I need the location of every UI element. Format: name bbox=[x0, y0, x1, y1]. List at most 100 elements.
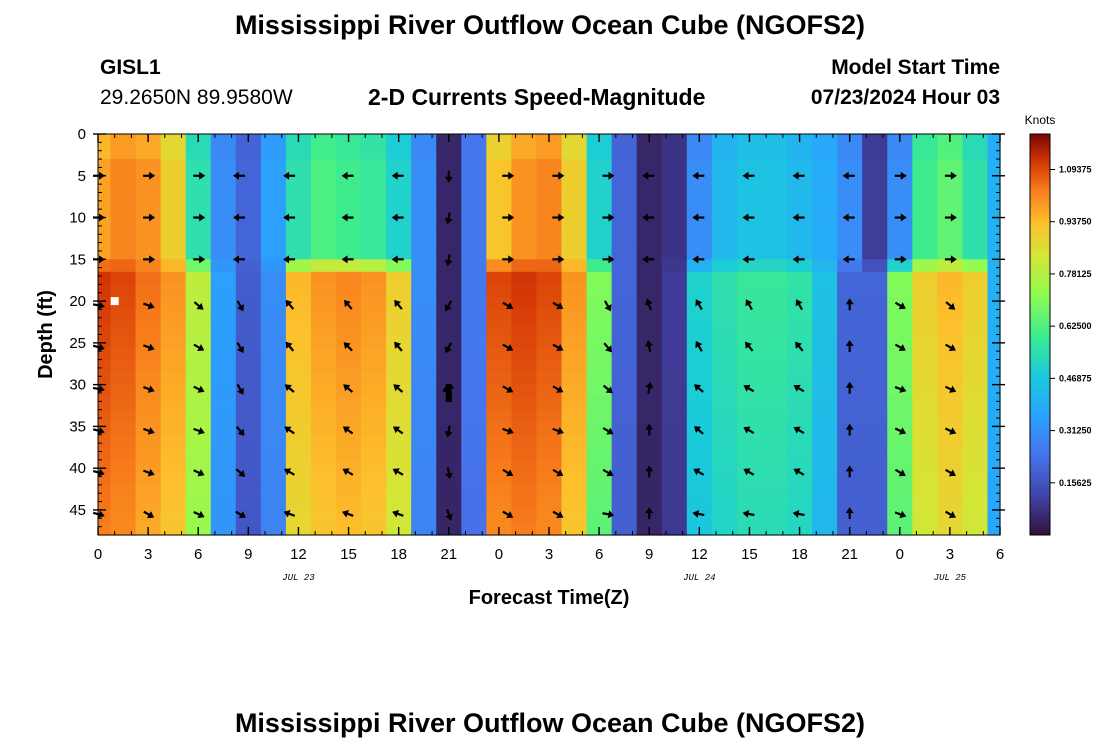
heatmap-cell bbox=[361, 209, 387, 223]
heatmap-cell bbox=[761, 246, 788, 260]
heatmap-cell bbox=[235, 384, 262, 398]
heatmap-cell bbox=[937, 196, 964, 210]
heatmap-cell bbox=[135, 246, 162, 260]
heatmap-cell bbox=[160, 271, 187, 285]
heatmap-cell bbox=[285, 271, 312, 285]
heatmap-cell bbox=[661, 196, 688, 210]
heatmap-cell bbox=[310, 171, 337, 185]
heatmap-cell bbox=[887, 422, 913, 436]
heatmap-cell bbox=[912, 209, 938, 223]
current-arrow bbox=[193, 171, 206, 180]
heatmap-cell bbox=[461, 234, 487, 248]
current-arrow bbox=[743, 384, 755, 393]
heatmap-cell bbox=[386, 284, 412, 298]
heatmap-cell bbox=[962, 434, 989, 448]
heatmap-cell bbox=[787, 472, 813, 486]
heatmap-cell bbox=[260, 397, 287, 411]
heatmap-cell bbox=[185, 196, 212, 210]
heatmap-cell bbox=[285, 221, 312, 235]
heatmap-cell bbox=[436, 372, 462, 386]
heatmap-cell bbox=[436, 184, 462, 198]
heatmap-cell bbox=[486, 321, 513, 336]
heatmap-cell bbox=[912, 497, 938, 511]
heatmap-cell bbox=[336, 271, 362, 285]
heatmap-cell bbox=[511, 459, 538, 473]
heatmap-cell bbox=[711, 397, 738, 411]
heatmap-cell bbox=[210, 221, 237, 235]
x-tick-label: 6 bbox=[194, 546, 202, 563]
heatmap-cell bbox=[386, 259, 412, 273]
heatmap-cell bbox=[987, 171, 1001, 185]
heatmap-cell bbox=[787, 221, 813, 235]
heatmap-cell bbox=[210, 271, 237, 285]
x-tick-label: 6 bbox=[996, 546, 1004, 563]
heatmap-cell bbox=[862, 447, 888, 461]
heatmap-cell bbox=[260, 334, 287, 348]
heatmap-cell bbox=[160, 359, 187, 373]
heatmap-cell bbox=[761, 196, 788, 210]
heatmap-cell bbox=[461, 384, 487, 398]
heatmap-cell bbox=[736, 234, 763, 248]
heatmap-cell bbox=[361, 309, 387, 323]
heatmap-cell bbox=[536, 246, 563, 260]
heatmap-cell bbox=[511, 497, 538, 511]
heatmap-cell bbox=[862, 171, 888, 185]
heatmap-cell bbox=[411, 171, 437, 185]
heatmap-cell bbox=[135, 459, 162, 473]
y-tick-label: 35 bbox=[69, 418, 86, 435]
heatmap-cell bbox=[110, 146, 137, 160]
heatmap-cell bbox=[937, 422, 964, 436]
heatmap-cell bbox=[210, 284, 237, 298]
heatmap-cell bbox=[611, 459, 638, 473]
heatmap-cell bbox=[686, 359, 713, 373]
heatmap-cell bbox=[761, 472, 788, 486]
heatmap-cell bbox=[686, 146, 713, 160]
current-arrow bbox=[342, 468, 354, 476]
heatmap-cell bbox=[110, 472, 137, 486]
heatmap-cell bbox=[812, 296, 838, 311]
heatmap-cell bbox=[336, 497, 362, 511]
heatmap-cell bbox=[260, 359, 287, 373]
heatmap-cell bbox=[661, 472, 688, 486]
current-arrow bbox=[894, 343, 906, 351]
heatmap-cell bbox=[987, 271, 1001, 285]
current-arrow bbox=[392, 510, 404, 518]
heatmap-cell bbox=[887, 484, 913, 499]
heatmap-cell bbox=[561, 359, 588, 373]
heatmap-cell bbox=[210, 259, 237, 273]
heatmap-cell bbox=[160, 347, 187, 361]
heatmap-cell bbox=[285, 334, 312, 348]
heatmap-cell bbox=[486, 284, 513, 298]
heatmap-cell bbox=[285, 171, 312, 185]
heatmap-cell bbox=[812, 209, 838, 223]
heatmap-cell bbox=[636, 171, 663, 185]
current-arrow bbox=[894, 385, 907, 393]
heatmap-cell bbox=[361, 234, 387, 248]
heatmap-cell bbox=[336, 234, 362, 248]
heatmap-cell bbox=[235, 459, 262, 473]
heatmap-cell bbox=[987, 497, 1001, 511]
heatmap-cell bbox=[98, 271, 112, 285]
heatmap-cell bbox=[135, 334, 162, 348]
heatmap-cell bbox=[486, 472, 513, 486]
heatmap-cell bbox=[486, 359, 513, 373]
current-arrow bbox=[232, 255, 245, 264]
heatmap-cell bbox=[561, 259, 588, 273]
heatmap-cell bbox=[386, 146, 412, 160]
heatmap-cell bbox=[336, 221, 362, 235]
heatmap-cell bbox=[661, 372, 688, 386]
y-tick-label: 30 bbox=[69, 377, 86, 394]
heatmap-cell bbox=[711, 509, 738, 524]
heatmap-cell bbox=[686, 171, 713, 185]
heatmap-cell bbox=[787, 321, 813, 336]
heatmap-cell bbox=[912, 459, 938, 473]
heatmap-cell bbox=[411, 284, 437, 298]
heatmap-cell bbox=[586, 472, 613, 486]
heatmap-cell bbox=[636, 372, 663, 386]
heatmap-cell bbox=[711, 134, 738, 148]
heatmap-cell bbox=[260, 309, 287, 323]
heatmap-cell bbox=[461, 359, 487, 373]
heatmap-cell bbox=[210, 347, 237, 361]
heatmap-cell bbox=[561, 459, 588, 473]
colorbar-bar bbox=[1029, 133, 1051, 536]
